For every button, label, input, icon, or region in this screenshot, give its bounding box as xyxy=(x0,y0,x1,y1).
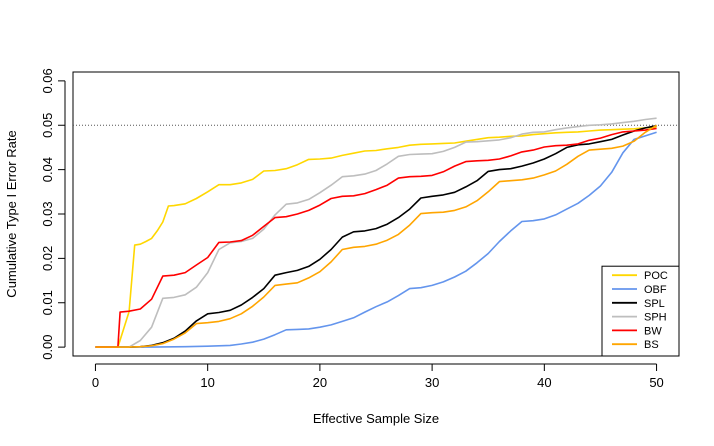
legend-label-poc: POC xyxy=(644,270,668,282)
x-tick-label: 30 xyxy=(425,375,439,390)
series-line-poc xyxy=(95,126,657,348)
plot-frame xyxy=(72,71,680,357)
series-line-sph xyxy=(95,117,657,348)
x-tick-label: 0 xyxy=(92,375,99,390)
legend-label-obf: OBF xyxy=(644,284,667,296)
legend-label-bs: BS xyxy=(644,339,659,351)
series-layer xyxy=(95,117,658,348)
x-tick-label: 40 xyxy=(537,375,551,390)
legend-box xyxy=(601,265,680,357)
y-tick-label: 0.03 xyxy=(40,201,55,226)
legend-label-bw: BW xyxy=(644,325,662,337)
x-axis: 0 10 20 30 40 50 xyxy=(92,363,664,390)
series-line-bw xyxy=(95,127,657,348)
y-tick-label: 0.04 xyxy=(40,157,55,182)
y-tick-label: 0.05 xyxy=(40,113,55,138)
x-tick-label: 20 xyxy=(313,375,327,390)
x-tick-label: 50 xyxy=(649,375,663,390)
series-line-obf xyxy=(95,131,657,348)
x-axis-title: Effective Sample Size xyxy=(313,411,439,426)
y-axis-title: Cumulative Type I Error Rate xyxy=(4,130,19,297)
x-tick-label: 10 xyxy=(200,375,214,390)
y-tick-label: 0.02 xyxy=(40,246,55,271)
y-tick-label: 0.06 xyxy=(40,68,55,93)
series-line-bs xyxy=(95,124,658,348)
y-tick-label: 0.01 xyxy=(40,290,55,315)
y-tick-label: 0.00 xyxy=(40,334,55,359)
series-line-spl xyxy=(95,124,657,348)
legend-label-sph: SPH xyxy=(644,312,667,324)
legend-label-spl: SPL xyxy=(644,298,665,310)
y-axis: 0.00 0.01 0.02 0.03 0.04 0.05 0.06 xyxy=(40,68,66,360)
